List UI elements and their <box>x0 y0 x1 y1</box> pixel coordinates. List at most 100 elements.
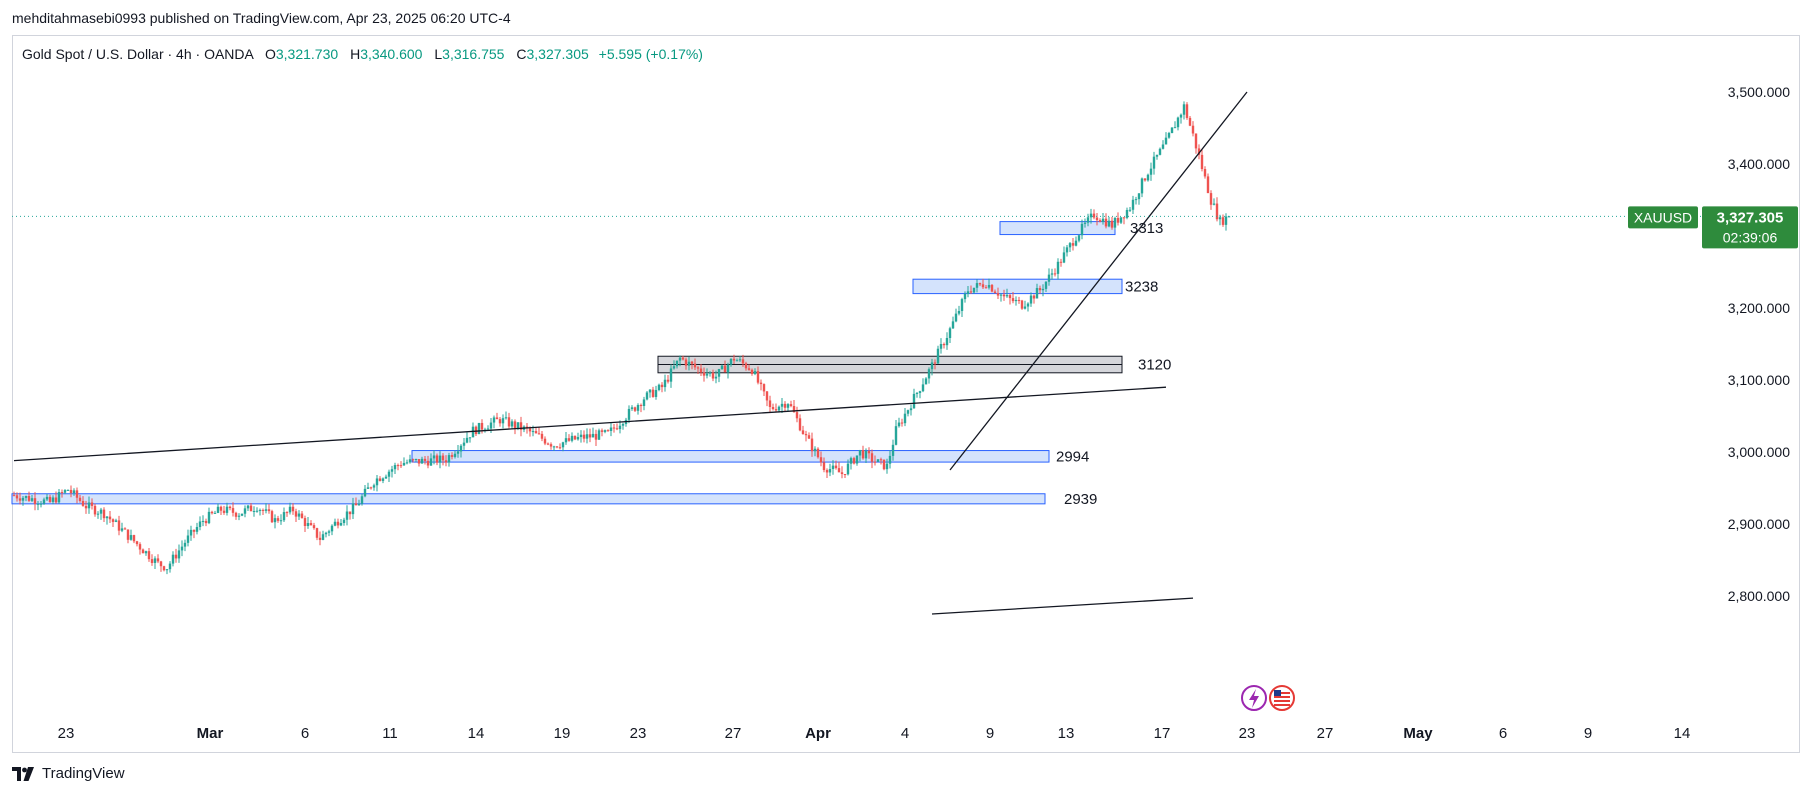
zone-3313[interactable] <box>999 221 1116 236</box>
candle-body <box>294 511 298 517</box>
zone-2994[interactable] <box>411 450 1050 463</box>
candle-body <box>192 529 196 532</box>
zone-label-3313: 3313 <box>1130 220 1163 237</box>
candle-body <box>714 376 718 379</box>
candle-body <box>720 365 724 370</box>
candle-body <box>591 433 595 438</box>
candle-body <box>1116 218 1120 223</box>
candle-body <box>87 502 91 509</box>
candle-body <box>636 405 640 411</box>
candle-body <box>705 373 709 376</box>
candle-body <box>630 407 634 409</box>
ticker-badge <box>1628 206 1698 229</box>
candle-body <box>90 502 94 506</box>
candle-body <box>51 497 55 502</box>
candle-body <box>69 489 73 494</box>
candle-body <box>336 521 340 526</box>
candle-body <box>1071 243 1075 246</box>
candle-body <box>63 490 67 493</box>
candle-body <box>765 391 769 401</box>
candle-body <box>918 391 922 393</box>
tradingview-logo[interactable]: TradingView <box>12 765 125 782</box>
candle-body <box>849 458 853 464</box>
candle-body <box>231 508 235 513</box>
candle-body <box>1122 217 1126 219</box>
candle-body <box>1152 156 1156 169</box>
zone-label-3120: 3120 <box>1138 357 1171 374</box>
candle-body <box>390 469 394 472</box>
candle-body <box>954 313 958 322</box>
candle-body <box>978 283 982 285</box>
candle-body <box>222 510 226 513</box>
candle-body <box>351 503 355 515</box>
candle-body <box>15 495 19 499</box>
candle-body <box>1170 127 1174 134</box>
candle-body <box>1221 217 1225 225</box>
candle-body <box>108 516 112 520</box>
candle-body <box>573 435 577 440</box>
candle-body <box>297 513 301 517</box>
candle-body <box>402 462 406 466</box>
candle-body <box>651 389 655 397</box>
candle-body <box>174 554 178 559</box>
candle-body <box>393 465 397 470</box>
trendline-steep-rally[interactable] <box>949 91 1248 471</box>
trendline-bottom-line[interactable] <box>931 597 1194 615</box>
candle-body <box>912 393 916 409</box>
trendline-long-support[interactable] <box>13 386 1167 462</box>
candle-body <box>1113 218 1117 228</box>
candle-body <box>1044 281 1048 289</box>
candle-body <box>516 422 520 429</box>
candle-body <box>333 521 337 526</box>
candle-body <box>987 284 991 288</box>
candle-body <box>768 400 772 407</box>
zone-label-2994: 2994 <box>1056 448 1089 465</box>
candle-body <box>693 363 697 368</box>
candle-body <box>12 495 16 497</box>
candle-body <box>678 357 682 361</box>
candle-body <box>375 478 379 486</box>
candle-body <box>1023 306 1027 309</box>
candle-body <box>357 503 361 506</box>
candle-body <box>441 455 445 461</box>
candle-body <box>1098 220 1102 222</box>
candle-body <box>582 434 586 439</box>
candle-body <box>663 379 667 388</box>
candle-body <box>1032 295 1036 299</box>
candle-body <box>960 299 964 311</box>
candle-body <box>453 453 457 457</box>
candle-body <box>756 371 760 383</box>
candle-body <box>909 408 913 411</box>
candle-body <box>1119 217 1123 223</box>
zone-2939[interactable] <box>11 493 1046 505</box>
candle-body <box>828 469 832 473</box>
candle-body <box>204 520 208 524</box>
candle-body <box>1110 220 1114 228</box>
candle-body <box>996 293 1000 296</box>
x-tick-label: 23 <box>58 725 75 742</box>
candle-body <box>735 360 739 362</box>
candle-body <box>906 410 910 414</box>
candle-body <box>969 291 973 293</box>
candle-body <box>798 418 802 431</box>
us-flag-canton <box>1274 690 1281 696</box>
candle-body <box>1215 203 1219 220</box>
candle-body <box>1191 125 1195 134</box>
candle-body <box>177 550 181 559</box>
candle-body <box>519 422 523 430</box>
candle-body <box>921 384 925 392</box>
candle-body <box>342 519 346 524</box>
candle-body <box>495 417 499 420</box>
candle-body <box>447 455 451 463</box>
x-tick-label: 6 <box>301 725 309 742</box>
candle-body <box>1059 261 1063 263</box>
candle-body <box>534 431 538 434</box>
x-tick-label: May <box>1403 725 1433 742</box>
candle-body <box>795 412 799 419</box>
zone-3238[interactable] <box>912 278 1123 295</box>
candle-body <box>966 291 970 294</box>
candle-body <box>195 527 199 532</box>
candle-body <box>42 499 46 504</box>
candle-body <box>366 487 370 489</box>
